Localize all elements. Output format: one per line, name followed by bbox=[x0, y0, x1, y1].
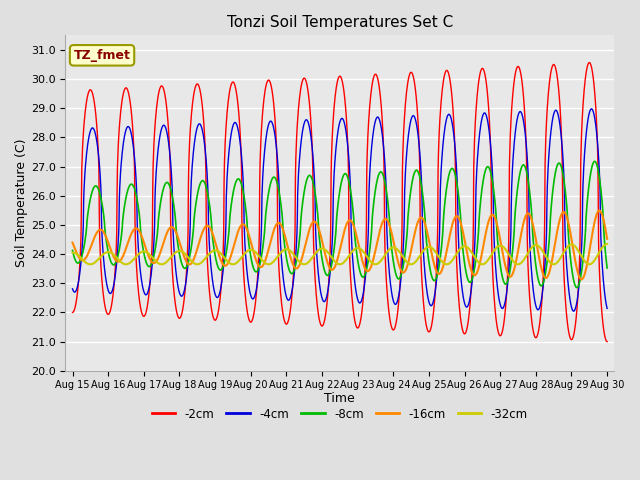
-2cm bbox=[175, 314, 182, 320]
X-axis label: Time: Time bbox=[324, 392, 355, 405]
Legend: -2cm, -4cm, -8cm, -16cm, -32cm: -2cm, -4cm, -8cm, -16cm, -32cm bbox=[147, 403, 532, 425]
-16cm bbox=[493, 219, 500, 225]
-2cm bbox=[248, 319, 255, 325]
Line: -16cm: -16cm bbox=[72, 211, 607, 279]
-32cm bbox=[248, 247, 255, 252]
-16cm bbox=[578, 276, 586, 282]
-4cm bbox=[423, 286, 431, 292]
-32cm bbox=[86, 262, 94, 267]
-16cm bbox=[595, 208, 603, 214]
-8cm bbox=[493, 217, 500, 223]
-4cm bbox=[188, 176, 195, 182]
-4cm bbox=[493, 275, 500, 280]
Line: -4cm: -4cm bbox=[72, 109, 607, 311]
-4cm bbox=[175, 286, 182, 291]
-16cm bbox=[175, 236, 182, 241]
Line: -2cm: -2cm bbox=[72, 62, 607, 342]
-8cm bbox=[423, 240, 431, 245]
-2cm bbox=[68, 310, 76, 315]
-8cm bbox=[591, 158, 598, 164]
-32cm bbox=[188, 259, 196, 264]
-16cm bbox=[68, 240, 76, 245]
-8cm bbox=[573, 285, 581, 290]
-16cm bbox=[540, 273, 547, 278]
Y-axis label: Soil Temperature (C): Soil Temperature (C) bbox=[15, 139, 28, 267]
-4cm bbox=[570, 308, 577, 314]
Line: -32cm: -32cm bbox=[72, 244, 607, 264]
-16cm bbox=[188, 261, 195, 266]
-8cm bbox=[188, 244, 195, 250]
-32cm bbox=[540, 251, 548, 256]
-8cm bbox=[540, 279, 547, 285]
-2cm bbox=[540, 265, 547, 271]
Title: Tonzi Soil Temperatures Set C: Tonzi Soil Temperatures Set C bbox=[227, 15, 453, 30]
-8cm bbox=[248, 256, 255, 262]
-4cm bbox=[540, 279, 547, 285]
-8cm bbox=[175, 245, 182, 251]
-4cm bbox=[248, 294, 255, 300]
-16cm bbox=[248, 240, 255, 246]
-8cm bbox=[604, 265, 611, 271]
-32cm bbox=[493, 244, 500, 250]
-2cm bbox=[423, 324, 431, 330]
Line: -8cm: -8cm bbox=[72, 161, 607, 288]
Text: TZ_fmet: TZ_fmet bbox=[74, 49, 131, 62]
-2cm bbox=[586, 60, 593, 65]
-2cm bbox=[493, 319, 500, 324]
-4cm bbox=[604, 306, 611, 312]
-32cm bbox=[68, 250, 76, 255]
-2cm bbox=[604, 339, 611, 345]
-4cm bbox=[588, 106, 595, 112]
-32cm bbox=[423, 244, 431, 250]
-32cm bbox=[175, 248, 182, 254]
-16cm bbox=[423, 227, 431, 232]
-4cm bbox=[68, 286, 76, 292]
-2cm bbox=[188, 112, 195, 118]
-16cm bbox=[604, 236, 611, 241]
-32cm bbox=[604, 241, 611, 247]
-8cm bbox=[68, 248, 76, 253]
